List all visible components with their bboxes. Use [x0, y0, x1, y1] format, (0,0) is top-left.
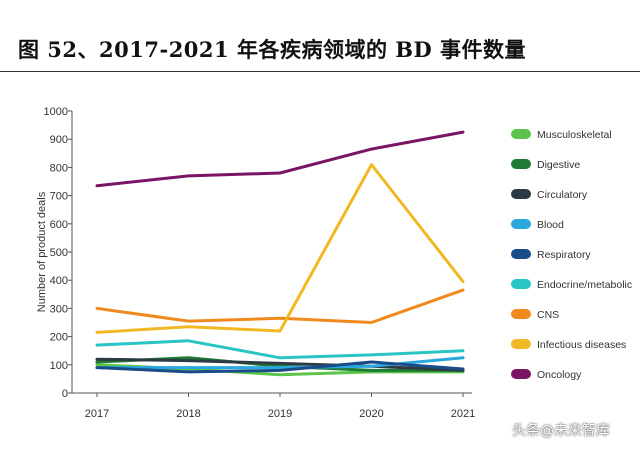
y-tick-label: 400	[50, 275, 68, 287]
legend-label: Circulatory	[537, 189, 588, 201]
legend-label: Endocrine/metabolic	[537, 279, 632, 291]
y-tick-label: 0	[62, 388, 68, 400]
series-line-respiratory	[95, 360, 465, 374]
x-tick-label: 2019	[268, 408, 292, 420]
y-tick-label: 500	[50, 247, 68, 259]
legend-label: Digestive	[537, 159, 580, 171]
legend-swatch	[511, 249, 531, 259]
title-divider	[0, 71, 640, 72]
y-tick-label: 200	[50, 332, 68, 344]
x-tick-label: 2018	[176, 408, 200, 420]
legend-label: Blood	[537, 219, 564, 231]
y-tick-label: 700	[50, 191, 68, 203]
y-tick-label: 600	[50, 219, 68, 231]
x-tick-label: 2020	[359, 408, 383, 420]
series-line-endocrine-metabolic	[95, 339, 465, 360]
legend-swatch	[511, 129, 531, 139]
y-axis-title: Number of product deals	[36, 191, 48, 312]
y-tick-label: 800	[50, 162, 68, 174]
chart-legend: Musculoskeletal Digestive Circulatory Blood…	[511, 129, 632, 381]
legend-swatch	[511, 309, 531, 319]
legend-label: Respiratory	[537, 249, 591, 261]
x-tick-label: 2017	[85, 408, 109, 420]
x-tick-label: 2021	[451, 408, 475, 420]
legend-swatch	[511, 159, 531, 169]
series-line-infectious-diseases	[95, 163, 465, 334]
watermark-text: 头条@未来智库	[512, 423, 610, 439]
legend-swatch	[511, 219, 531, 229]
series-line-circulatory	[95, 357, 465, 372]
figure-title: 图 52、2017-2021 年各疾病领域的 BD 事件数量	[18, 37, 527, 62]
y-tick-label: 900	[50, 134, 68, 146]
chart-series	[95, 130, 465, 377]
chart-axes: 0 100 200 300 400 500 600 700 800 900 1000 2017 2018…	[44, 106, 476, 420]
y-tick-label: 100	[50, 360, 68, 372]
y-tick-label: 1000	[44, 106, 68, 118]
series-line-cns	[95, 288, 465, 324]
legend-label: Oncology	[537, 369, 582, 381]
legend-swatch	[511, 189, 531, 199]
legend-swatch	[511, 279, 531, 289]
legend-swatch	[511, 369, 531, 379]
legend-label: Musculoskeletal	[537, 129, 612, 141]
legend-label: Infectious diseases	[537, 339, 626, 351]
legend-swatch	[511, 339, 531, 349]
legend-label: CNS	[537, 309, 559, 321]
y-tick-label: 300	[50, 303, 68, 315]
series-line-oncology	[95, 130, 465, 188]
